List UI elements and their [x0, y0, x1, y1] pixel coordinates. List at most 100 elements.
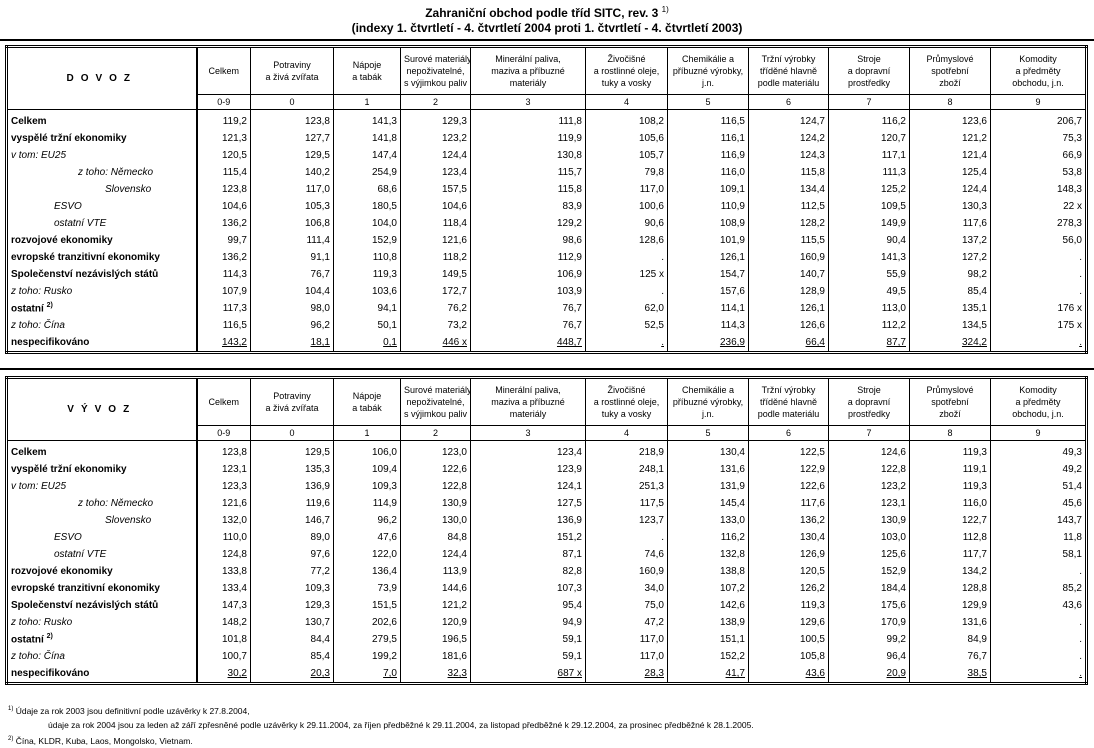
value-cell: 136,2	[748, 512, 829, 529]
value-cell: 22 x	[990, 198, 1087, 215]
value-cell: 90,6	[585, 215, 668, 232]
value-cell: 120,5	[748, 563, 829, 580]
column-header: Celkem	[196, 46, 251, 95]
column-header: Nápoje a tabák	[333, 377, 401, 426]
value-cell: 140,7	[748, 266, 829, 283]
value-cell: 130,4	[748, 529, 829, 546]
row-label: nespecifikováno	[6, 334, 198, 353]
value-cell: 95,4	[470, 597, 586, 614]
value-cell: 47,2	[585, 614, 668, 631]
value-cell: 73,2	[400, 317, 471, 334]
value-cell: 119,2	[196, 109, 251, 130]
column-header: Průmyslové spotřební zboží	[909, 377, 991, 426]
column-code: 0-9	[196, 94, 251, 110]
value-cell: 84,4	[250, 631, 334, 648]
value-cell: 146,7	[250, 512, 334, 529]
column-header: Tržní výrobky tříděné hlavně podle materiá…	[748, 377, 829, 426]
value-cell: 125,6	[828, 546, 910, 563]
value-cell: 104,6	[196, 198, 251, 215]
value-cell: 126,1	[667, 249, 749, 266]
value-cell: 151,5	[333, 597, 401, 614]
value-cell: 129,3	[250, 597, 334, 614]
value-cell: 111,3	[828, 164, 910, 181]
value-cell: 112,5	[748, 198, 829, 215]
row-label: ESVO	[6, 198, 198, 215]
table-row: z toho: Rusko 148,2 130,7 202,6 120,9 94,9 47,…	[6, 614, 1087, 631]
value-cell: 117,3	[196, 300, 251, 317]
value-cell: 90,4	[828, 232, 910, 249]
footnotes: 1) Údaje za rok 2003 jsou definitivní po…	[8, 702, 754, 748]
value-cell: 121,3	[196, 130, 251, 147]
value-cell: 43,6	[748, 665, 829, 684]
value-cell: 136,4	[333, 563, 401, 580]
column-code: 0	[250, 425, 334, 441]
value-cell: 85,4	[909, 283, 991, 300]
value-cell: 236,9	[667, 334, 749, 353]
value-cell: .	[990, 334, 1087, 353]
value-cell: 75,3	[990, 130, 1087, 147]
value-cell: 128,2	[748, 215, 829, 232]
value-cell: 0,1	[333, 334, 401, 353]
value-cell: 446 x	[400, 334, 471, 353]
row-label: ostatní 2)	[6, 300, 198, 317]
column-code: 2	[400, 94, 471, 110]
value-cell: 184,4	[828, 580, 910, 597]
value-cell: 218,9	[585, 440, 668, 461]
page-subtitle: (indexy 1. čtvrtletí - 4. čtvrtletí 2004…	[351, 21, 743, 35]
value-cell: 126,1	[748, 300, 829, 317]
column-header: Průmyslové spotřební zboží	[909, 46, 991, 95]
value-cell: 115,8	[470, 181, 586, 198]
header-row: VÝVOZ Celkem Potraviny a živá zvířata Nápoje…	[6, 377, 1087, 441]
value-cell: 130,8	[470, 147, 586, 164]
column-code: 0	[250, 94, 334, 110]
value-cell: 130,9	[828, 512, 910, 529]
value-cell: 130,4	[667, 440, 749, 461]
row-label: Celkem	[6, 440, 198, 461]
value-cell: 448,7	[470, 334, 586, 353]
value-cell: 130,3	[909, 198, 991, 215]
value-cell: 123,4	[400, 164, 471, 181]
value-cell: 116,5	[667, 109, 749, 130]
table-row: Společenství nezávislých států 147,3 129,3…	[6, 597, 1087, 614]
value-cell: 125 x	[585, 266, 668, 283]
value-cell: 106,0	[333, 440, 401, 461]
value-cell: 76,7	[470, 300, 586, 317]
value-cell: 115,5	[748, 232, 829, 249]
value-cell: 101,9	[667, 232, 749, 249]
value-cell: 254,9	[333, 164, 401, 181]
value-cell: 136,2	[196, 249, 251, 266]
value-cell: 104,4	[250, 283, 334, 300]
table-row: vyspělé tržní ekonomiky 123,1 135,3 109,4 12…	[6, 461, 1087, 478]
value-cell: 49,5	[828, 283, 910, 300]
column-header: Surové materiály, nepoživatelné, s výjimko…	[400, 377, 471, 426]
table-row: ostatní 2) 117,3 98,0 94,1 76,2 76,7 62,0 114,1…	[6, 300, 1087, 317]
column-code: 8	[909, 94, 991, 110]
value-cell: .	[990, 266, 1087, 283]
value-cell: 124,4	[400, 546, 471, 563]
value-cell: 121,6	[400, 232, 471, 249]
value-cell: 79,8	[585, 164, 668, 181]
value-cell: 144,6	[400, 580, 471, 597]
value-cell: 122,0	[333, 546, 401, 563]
table-row: z toho: Německo 115,4 140,2 254,9 123,4 115,7…	[6, 164, 1087, 181]
column-header: Komodity a předměty obchodu, j.n.	[990, 377, 1087, 426]
value-cell: 134,2	[909, 563, 991, 580]
value-cell: 122,6	[748, 478, 829, 495]
value-cell: 66,4	[748, 334, 829, 353]
value-cell: 135,1	[909, 300, 991, 317]
value-cell: 84,9	[909, 631, 991, 648]
value-cell: 100,6	[585, 198, 668, 215]
value-cell: 132,8	[667, 546, 749, 563]
value-cell: 202,6	[333, 614, 401, 631]
column-code: 7	[828, 425, 910, 441]
value-cell: 130,7	[250, 614, 334, 631]
value-cell: 125,2	[828, 181, 910, 198]
row-label: z toho: Rusko	[6, 283, 198, 300]
value-cell: 116,0	[667, 164, 749, 181]
value-cell: 113,0	[828, 300, 910, 317]
value-cell: 119,1	[909, 461, 991, 478]
value-cell: 126,2	[748, 580, 829, 597]
value-cell: .	[990, 283, 1087, 300]
value-cell: 116,2	[667, 529, 749, 546]
value-cell: 124,1	[470, 478, 586, 495]
